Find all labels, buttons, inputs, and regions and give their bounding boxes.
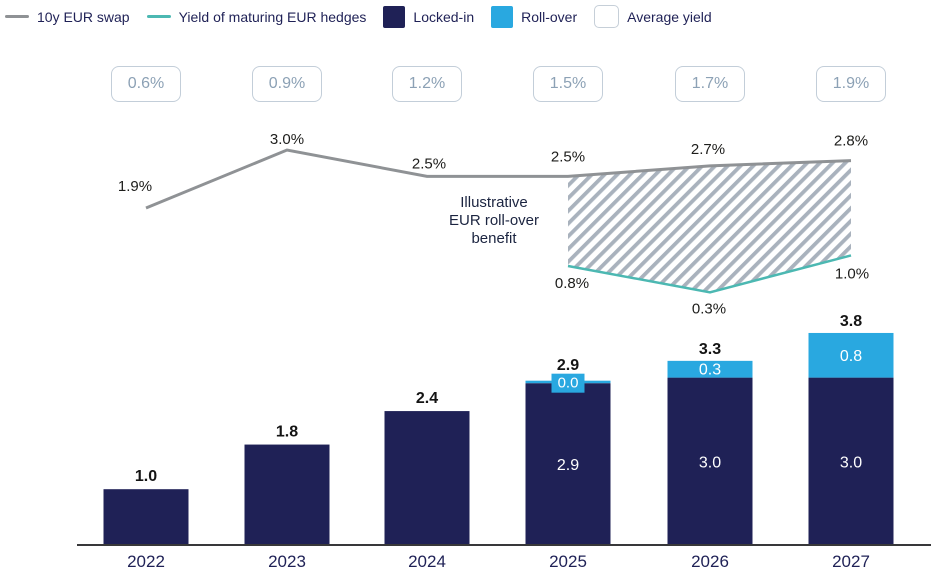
bar-locked-in-2022 bbox=[103, 489, 189, 545]
average-yield-box-2027: 1.9% bbox=[816, 66, 886, 102]
bar-locked-in-2025 bbox=[525, 383, 611, 545]
rollover-benefit-annotation: Illustrative EUR roll-over benefit bbox=[414, 194, 574, 248]
legend-item-yield-of-maturing-eur-hedges: Yield of maturing EUR hedges bbox=[146, 8, 367, 25]
chart-legend: 10y EUR swap Yield of maturing EUR hedges… bbox=[5, 5, 712, 28]
average-yield-box-2025: 1.5% bbox=[533, 66, 603, 102]
legend-item-roll-over: Roll-over bbox=[491, 5, 578, 28]
average-yield-box-2024: 1.2% bbox=[392, 66, 462, 102]
square-outline-swatch-icon bbox=[594, 5, 620, 28]
locked-in-segment-label: 2.9 bbox=[557, 457, 579, 474]
square-swatch-icon bbox=[491, 5, 514, 28]
legend-item-locked-in: Locked-in bbox=[383, 5, 475, 28]
roll-over-segment-label: 0.8 bbox=[840, 348, 862, 365]
average-yield-box-2022: 0.6% bbox=[111, 66, 181, 102]
square-swatch-icon bbox=[383, 5, 406, 28]
bar-locked-in-2027 bbox=[808, 377, 894, 545]
legend-label: 10y EUR swap bbox=[37, 8, 130, 25]
annotation-line-1: Illustrative bbox=[460, 194, 528, 211]
swap-rate-label: 2.8% bbox=[834, 133, 868, 150]
locked-in-segment-label: 3.0 bbox=[840, 454, 862, 471]
line-swatch-icon bbox=[146, 14, 171, 19]
x-axis-label-2026: 2026 bbox=[691, 552, 729, 571]
legend-item-10y-eur-swap: 10y EUR swap bbox=[5, 9, 130, 25]
bar-roll-over-2026 bbox=[667, 360, 753, 378]
swap-rate-label: 2.5% bbox=[551, 148, 585, 165]
bar-total-label-2026: 3.3 bbox=[699, 341, 721, 358]
legend-label: Yield of maturing EUR hedges bbox=[178, 8, 367, 25]
swap-rate-label: 1.9% bbox=[118, 178, 152, 195]
legend-label: Roll-over bbox=[521, 8, 578, 25]
bar-total-label-2025: 2.9 bbox=[557, 357, 579, 374]
bar-locked-in-2024 bbox=[384, 411, 470, 545]
bar-total-label-2023: 1.8 bbox=[276, 424, 298, 441]
x-axis-label-2024: 2024 bbox=[408, 552, 446, 571]
roll-over-segment-label: 0.3 bbox=[699, 362, 721, 379]
x-axis-label-2025: 2025 bbox=[549, 552, 587, 571]
hedge-yield-label: 0.8% bbox=[555, 275, 589, 292]
swap-rate-label: 3.0% bbox=[270, 131, 304, 148]
average-yield-box-2026: 1.7% bbox=[675, 66, 745, 102]
roll-over-zero-badge-2025 bbox=[551, 373, 585, 393]
annotation-line-2: EUR roll-over bbox=[448, 212, 539, 229]
hedge-yield-label: 1.0% bbox=[835, 265, 869, 282]
bar-locked-in-2023 bbox=[244, 444, 330, 545]
bar-total-label-2027: 3.8 bbox=[840, 313, 862, 330]
x-axis-label-2022: 2022 bbox=[127, 552, 165, 571]
annotation-line-3: benefit bbox=[471, 230, 517, 247]
locked-in-segment-label: 3.0 bbox=[699, 454, 721, 471]
roll-over-zero-label: 0.0 bbox=[558, 375, 579, 392]
maturing-hedge-yield-line bbox=[567, 254, 852, 294]
legend-label: Locked-in bbox=[413, 8, 475, 25]
swap-rate-label: 2.7% bbox=[691, 141, 725, 158]
hedge-yield-label: 0.3% bbox=[692, 300, 726, 317]
swap-rate-label: 2.5% bbox=[412, 155, 446, 172]
x-axis-label-2027: 2027 bbox=[832, 552, 870, 571]
swap-rate-line bbox=[145, 148, 852, 210]
bar-total-label-2022: 1.0 bbox=[135, 468, 157, 485]
bar-roll-over-2027 bbox=[808, 332, 894, 378]
line-swatch-icon bbox=[5, 14, 29, 19]
average-yield-box-2023: 0.9% bbox=[252, 66, 322, 102]
bar-total-label-2024: 2.4 bbox=[416, 390, 438, 407]
rollover-benefit-hatch-area bbox=[568, 160, 851, 293]
legend-label: Average yield bbox=[627, 8, 712, 25]
legend-item-average-yield: Average yield bbox=[594, 5, 712, 28]
x-axis-label-2023: 2023 bbox=[268, 552, 306, 571]
bar-locked-in-2026 bbox=[667, 377, 753, 545]
